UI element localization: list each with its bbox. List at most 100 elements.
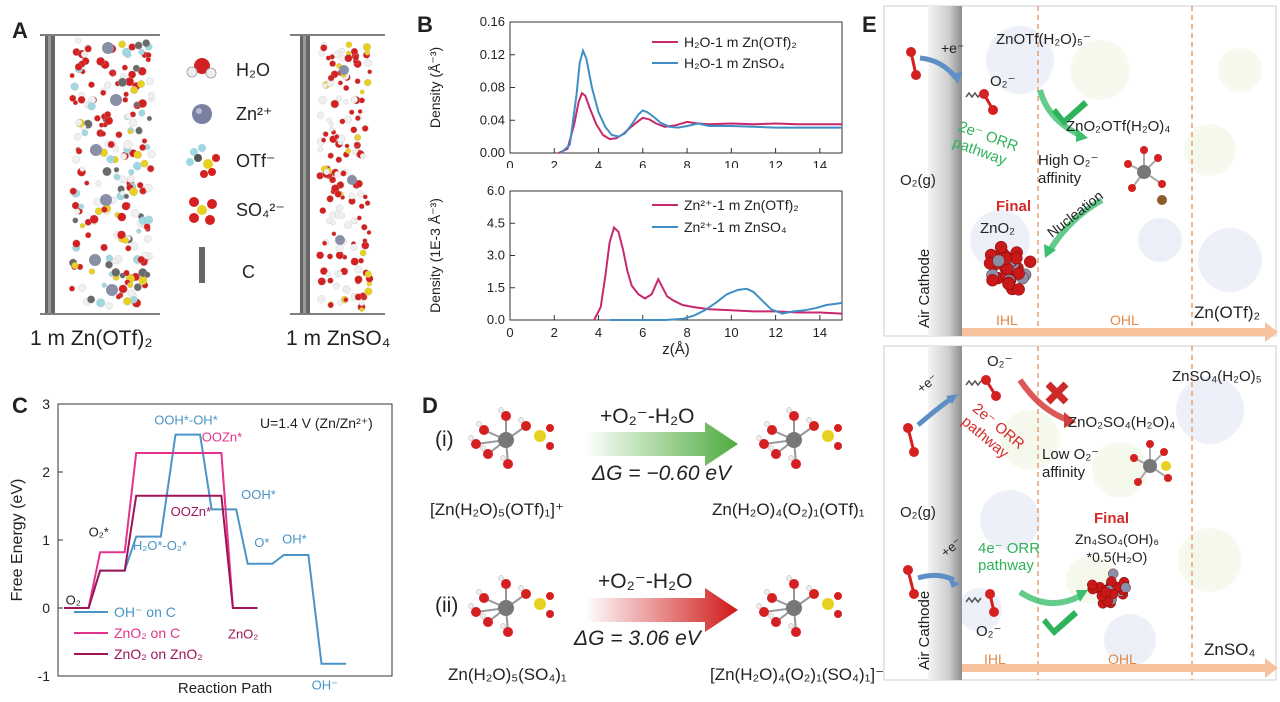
energy-annotation: OOH*-OH* — [154, 412, 218, 427]
atom — [322, 240, 328, 246]
chart-title: U=1.4 V (Zn/Zn²⁺) — [260, 415, 373, 431]
atom — [113, 173, 121, 181]
atom — [144, 271, 151, 278]
y-tick-label: 0.08 — [480, 80, 505, 95]
atom — [321, 137, 327, 143]
atom — [327, 74, 335, 82]
oxygen-atom — [521, 421, 531, 431]
e-bot-electrolyte: ZnSO₄ — [1204, 640, 1256, 659]
y-tick-label: 6.0 — [487, 183, 505, 198]
atom — [100, 243, 108, 252]
oxygen-atom — [1160, 448, 1168, 456]
atom — [327, 302, 334, 309]
atom — [354, 134, 361, 141]
reaction-ii-product: [Zn(H₂O)₄(O₂)₁(SO₄)₁]⁻ — [710, 665, 885, 684]
atom — [354, 265, 363, 274]
atom — [147, 150, 156, 159]
e-top-electrolyte: Zn(OTf)₂ — [1194, 303, 1261, 322]
molecules-znso4 — [316, 41, 374, 312]
panel-b-label: B — [417, 12, 433, 37]
legend-label-zn: Zn²⁺ — [236, 104, 273, 124]
atom — [329, 60, 336, 67]
hydrogen-atom — [768, 445, 774, 451]
zinc-atom — [110, 94, 122, 106]
atom — [134, 102, 140, 108]
hydrogen-atom — [786, 575, 792, 581]
atom — [70, 82, 79, 91]
atom — [120, 153, 128, 160]
energy-annotation: H₂O*-O₂* — [133, 538, 187, 553]
atom — [77, 95, 86, 104]
atom — [123, 193, 130, 200]
cluster-atom — [1010, 252, 1023, 265]
atom — [337, 80, 343, 86]
oxygen-atom — [759, 439, 769, 449]
cluster-atom — [1012, 283, 1025, 296]
panel-c-label: C — [12, 393, 28, 418]
hydrogen-atom — [806, 585, 812, 591]
atom — [329, 211, 336, 219]
legend-label-1: Zn²⁺-1 m ZnSO₄ — [684, 219, 787, 235]
oxygen-atom — [546, 610, 554, 618]
atom — [108, 70, 115, 76]
panel-a-snapshots — [40, 34, 385, 315]
panel-a-label: A — [12, 18, 28, 43]
atom — [105, 260, 113, 269]
legend-label-h2o: H₂O — [236, 60, 270, 80]
e-bot-final-product: Zn₄SO₄(OH)₆ *0.5(H₂O) — [1075, 531, 1159, 565]
water-molecule-icon — [186, 58, 217, 79]
carbon-electrode-right-highlight — [303, 36, 306, 313]
atom — [327, 277, 334, 284]
hydrogen-atom — [518, 417, 524, 423]
atom — [81, 129, 89, 137]
energy-annotation: ZnO₂ — [228, 627, 258, 642]
sulfur-atom — [822, 598, 834, 610]
atom — [100, 130, 106, 137]
series-line-2 — [64, 494, 258, 609]
atom — [335, 156, 342, 163]
atom — [329, 126, 335, 132]
oxygen-atom — [503, 459, 513, 469]
atom — [343, 221, 352, 230]
hydrogen-atom — [786, 407, 792, 413]
carbon-electrode-left-highlight — [48, 36, 51, 313]
sulfur-atom — [534, 598, 546, 610]
y-axis-label: Density (Å⁻³) — [427, 47, 443, 128]
atom — [337, 300, 343, 306]
atom — [79, 166, 85, 172]
cluster-atom — [994, 240, 1008, 254]
atom — [359, 97, 365, 104]
atom — [104, 81, 112, 89]
e-top-product: ZnO₂OTf(H₂O)₄ — [1066, 118, 1171, 135]
atom — [350, 257, 359, 266]
oxygen-atom — [1146, 440, 1154, 448]
x-tick-label: 4 — [595, 325, 602, 340]
atom — [88, 81, 95, 88]
x-tick-label: 0 — [506, 325, 513, 340]
atom — [122, 237, 129, 244]
atom — [326, 195, 334, 203]
atom — [104, 111, 112, 118]
reaction-i-dg: ΔG = −0.60 eV — [592, 462, 732, 485]
x-tick-label: 14 — [813, 158, 827, 168]
e-top-ihl: IHL — [996, 312, 1018, 328]
zinc-atom — [335, 235, 345, 245]
hydrogen-atom — [476, 421, 482, 427]
atom — [325, 271, 332, 277]
oxygen-atom — [479, 593, 489, 603]
oxygen-atom — [789, 579, 799, 589]
panel-a-legend-icons — [186, 58, 220, 283]
atom — [93, 198, 102, 206]
atom — [320, 267, 328, 275]
atom — [84, 180, 90, 186]
atom — [102, 166, 112, 177]
reaction-arrow-ii — [585, 588, 738, 632]
atom — [350, 218, 357, 225]
hydrogen-atom — [518, 585, 524, 591]
atom — [322, 82, 328, 89]
oxygen-atom — [767, 593, 777, 603]
e-bot-ohl: OHL — [1108, 651, 1137, 667]
atom — [119, 190, 125, 196]
atom — [317, 295, 326, 304]
atom — [138, 99, 147, 108]
